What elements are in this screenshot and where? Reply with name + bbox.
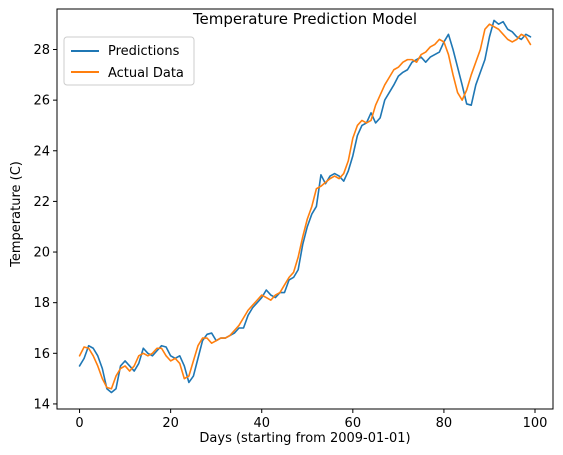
x-tick-label: 0 (75, 416, 83, 431)
x-tick-label: 20 (162, 416, 179, 431)
legend-label-actual-data: Actual Data (108, 66, 184, 81)
y-tick-label: 26 (33, 94, 50, 109)
y-axis-label: Temperature (C) (9, 161, 24, 268)
x-tick-label: 80 (436, 416, 453, 431)
y-tick-label: 24 (33, 144, 50, 159)
chart-title: Temperature Prediction Model (192, 10, 417, 28)
y-tick-label: 20 (33, 246, 50, 261)
series-line-predictions (78, 19, 532, 394)
y-tick-label: 18 (33, 296, 50, 311)
series-line-actual-data (78, 23, 532, 390)
y-tick-label: 22 (33, 195, 50, 210)
legend-label-predictions: Predictions (108, 44, 180, 59)
x-tick-label: 40 (253, 416, 270, 431)
y-tick-label: 14 (33, 397, 50, 412)
y-tick-label: 16 (33, 347, 50, 362)
x-tick-label: 60 (345, 416, 362, 431)
axis-ticks: 0 20 40 60 80 100 14 16 18 20 22 24 26 28 (33, 43, 547, 431)
x-tick-label: 100 (523, 416, 548, 431)
plot-area (78, 19, 532, 394)
legend: Predictions Actual Data (63, 36, 195, 86)
y-tick-label: 28 (33, 43, 50, 58)
x-axis-label: Days (starting from 2009-01-01) (199, 431, 410, 446)
axes-frame (56, 8, 554, 410)
